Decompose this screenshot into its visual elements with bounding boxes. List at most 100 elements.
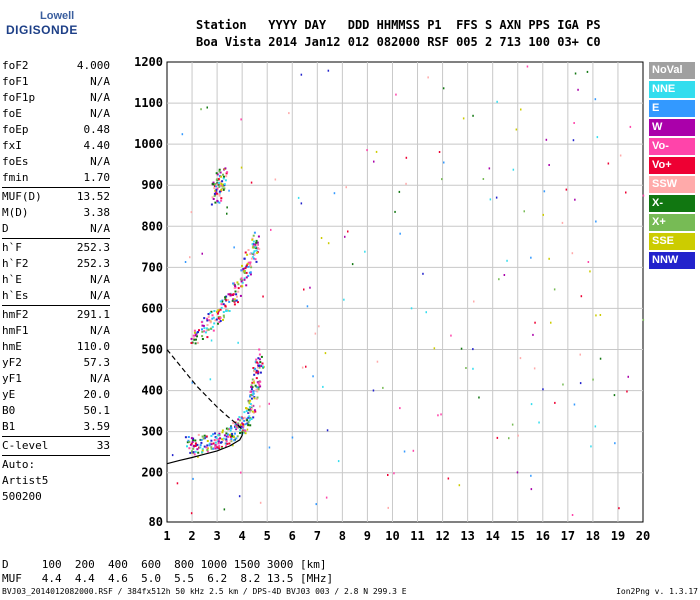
- echo-point: [249, 394, 252, 397]
- echo-point: [217, 183, 220, 186]
- param-row-clevel: C-level 33: [2, 438, 110, 454]
- echo-point: [255, 241, 258, 244]
- echo-point: [213, 322, 216, 325]
- noise-point: [503, 274, 506, 276]
- echo-point: [220, 306, 223, 309]
- noise-point: [619, 154, 622, 157]
- echo-point: [213, 185, 216, 188]
- echo-point: [222, 311, 225, 313]
- noise-point: [320, 237, 323, 239]
- noise-point: [530, 474, 532, 477]
- separator: [2, 305, 110, 306]
- muf-value-row: MUF 4.4 4.4 4.6 5.0 5.5 6.2 8.2 13.5 [MH…: [2, 572, 334, 585]
- echo-point: [214, 444, 217, 447]
- param-row-fof1: foF1 N/A: [2, 74, 110, 90]
- noise-point: [520, 108, 522, 111]
- echo-point: [249, 417, 252, 419]
- echo-point: [241, 281, 244, 284]
- echo-point: [260, 355, 263, 358]
- echo-point: [197, 433, 200, 436]
- param-key: h`E: [2, 273, 22, 286]
- noise-point: [210, 339, 213, 342]
- echo-point: [215, 185, 218, 188]
- noise-point: [327, 242, 330, 245]
- noise-point: [303, 288, 305, 291]
- echo-point: [227, 435, 230, 438]
- echo-point: [237, 426, 240, 429]
- param-row-md: M(D) 3.38: [2, 205, 110, 221]
- file-info: BVJ03_2014012082000.RSF / 384fx512h 50 k…: [2, 587, 407, 596]
- param-row-ye: yE 20.0: [2, 387, 110, 403]
- echo-point: [203, 437, 206, 440]
- software-version: Ion2Png v. 1.3.17: [616, 587, 698, 596]
- echo-point: [225, 440, 228, 443]
- echo-point: [220, 175, 223, 178]
- echo-point: [207, 316, 210, 318]
- echo-point: [247, 408, 250, 411]
- param-key: h`Es: [2, 289, 29, 302]
- logo-line2: DIGISONDE: [6, 23, 78, 37]
- echo-point: [237, 422, 240, 425]
- echo-point: [203, 445, 206, 448]
- echo-point: [238, 416, 241, 419]
- echo-point: [211, 325, 214, 328]
- param-value: N/A: [90, 273, 110, 286]
- echo-point: [245, 271, 248, 274]
- echo-point: [223, 183, 226, 186]
- param-key: B1: [2, 420, 16, 433]
- param-value: 50.1: [83, 404, 111, 417]
- echo-point: [218, 321, 221, 324]
- echo-point: [255, 377, 258, 380]
- x-tick-label: 20: [636, 529, 650, 543]
- echo-point: [201, 335, 204, 338]
- digisonde-logo: Lowell DIGISONDE: [0, 4, 100, 48]
- echo-point: [242, 425, 244, 428]
- echo-point: [249, 409, 252, 412]
- echo-point: [210, 310, 213, 313]
- echo-point: [247, 261, 250, 264]
- echo-point: [253, 250, 256, 253]
- echo-point: [236, 423, 239, 426]
- echo-point: [235, 428, 238, 431]
- echo-point: [256, 241, 259, 244]
- echo-point: [233, 303, 236, 306]
- echo-point: [234, 427, 237, 430]
- echo-point: [236, 295, 238, 298]
- noise-point: [590, 445, 592, 448]
- noise-point: [259, 501, 262, 504]
- noise-point: [337, 460, 340, 463]
- echo-point: [221, 300, 224, 303]
- noise-point: [412, 449, 415, 452]
- echo-point: [259, 361, 262, 364]
- param-value: 20.0: [83, 388, 111, 401]
- noise-point: [447, 477, 450, 480]
- echo-point: [231, 293, 234, 296]
- echo-point: [229, 429, 232, 432]
- x-tick-label: 10: [385, 529, 399, 543]
- echo-point: [199, 444, 202, 447]
- noise-point: [574, 72, 577, 75]
- echo-point: [248, 419, 251, 422]
- echo-point: [228, 310, 231, 312]
- noise-point: [233, 246, 235, 249]
- param-row-foep: foEp 0.48: [2, 122, 110, 138]
- echo-point: [258, 383, 261, 386]
- echo-point: [192, 447, 195, 450]
- echo-point: [205, 435, 208, 438]
- echo-point: [217, 316, 220, 318]
- param-key: fxI: [2, 139, 22, 152]
- noise-point: [387, 474, 389, 476]
- echo-point: [206, 444, 209, 447]
- param-value: 13.52: [76, 190, 110, 203]
- param-value: N/A: [90, 289, 110, 302]
- echo-point: [257, 247, 260, 250]
- echo-point: [218, 190, 221, 193]
- echo-point: [219, 308, 222, 311]
- echo-point: [221, 429, 224, 432]
- header-values: Boa Vista 2014 Jan12 012 082000 RSF 005 …: [196, 35, 601, 49]
- noise-point: [511, 423, 514, 426]
- noise-point: [586, 70, 589, 73]
- echo-point: [252, 381, 255, 384]
- echo-point: [237, 301, 239, 304]
